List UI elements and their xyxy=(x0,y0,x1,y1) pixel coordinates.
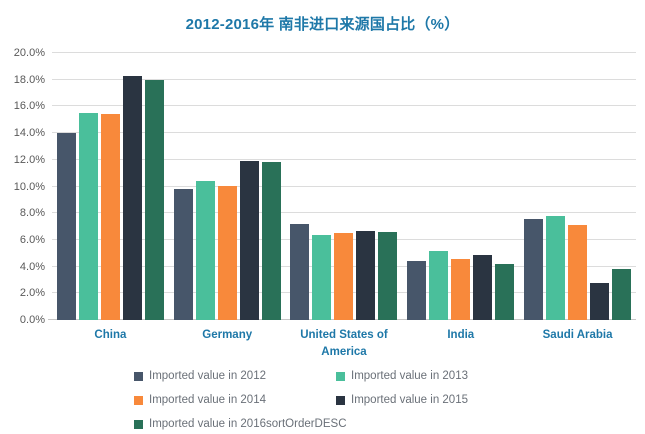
legend-swatch-icon xyxy=(134,371,143,381)
bar[interactable] xyxy=(524,219,544,320)
y-tick-label: 18.0% xyxy=(13,73,45,86)
y-tick-label: 6.0% xyxy=(19,233,45,246)
bar[interactable] xyxy=(546,216,566,320)
legend-item-label: Imported value in 2016sortOrderDESC xyxy=(149,418,347,430)
y-tick-label: 2.0% xyxy=(19,287,45,300)
bar[interactable] xyxy=(407,261,427,320)
legend-item-label: Imported value in 2013 xyxy=(351,370,468,382)
legend: Imported value in 2012 Imported value in … xyxy=(134,369,468,431)
y-tick-label: 4.0% xyxy=(19,260,45,273)
bar[interactable] xyxy=(473,255,493,320)
x-tick-label: India xyxy=(447,329,475,341)
legend-item[interactable]: Imported value in 2014 xyxy=(134,393,336,407)
gridline xyxy=(52,185,636,187)
bar-group xyxy=(169,53,286,320)
bar[interactable] xyxy=(290,224,310,320)
bar[interactable] xyxy=(239,161,259,320)
bar[interactable] xyxy=(451,259,471,320)
bar[interactable] xyxy=(495,264,515,320)
legend-item[interactable]: Imported value in 2015 xyxy=(336,393,468,407)
legend-swatch-icon xyxy=(336,395,345,405)
bar[interactable] xyxy=(144,80,164,320)
legend-item-label: Imported value in 2015 xyxy=(351,394,468,406)
bar-group xyxy=(519,53,636,320)
bar[interactable] xyxy=(56,133,76,320)
legend-swatch-icon xyxy=(134,419,143,429)
bar[interactable] xyxy=(100,114,120,320)
y-tick-label: 20.0% xyxy=(13,47,45,59)
bar[interactable] xyxy=(356,231,376,320)
bar[interactable] xyxy=(195,181,215,320)
bar[interactable] xyxy=(78,113,98,320)
bar[interactable] xyxy=(568,225,588,320)
bar[interactable] xyxy=(122,76,142,320)
chart-title: 2012-2016年 南非进口来源国占比（%） xyxy=(185,16,460,33)
bar[interactable] xyxy=(312,235,332,320)
bar-groups xyxy=(52,53,636,320)
gridline xyxy=(52,52,636,53)
legend-item-label: Imported value in 2012 xyxy=(149,370,266,382)
y-tick-label: 8.0% xyxy=(19,207,45,220)
x-tick-label: Saudi Arabia xyxy=(542,329,613,341)
bar[interactable] xyxy=(590,283,610,320)
legend-item[interactable]: Imported value in 2012 xyxy=(134,369,336,383)
bar[interactable] xyxy=(612,269,632,320)
bar[interactable] xyxy=(378,232,398,320)
gridline xyxy=(52,158,636,160)
y-tick-label: 0.0% xyxy=(19,314,45,326)
legend-item[interactable]: Imported value in 2013 xyxy=(336,369,468,383)
bar-group xyxy=(286,53,403,320)
bar-group xyxy=(402,53,519,320)
y-tick-label: 12.0% xyxy=(13,153,45,166)
gridline xyxy=(52,132,636,134)
gridline xyxy=(52,78,636,80)
bar[interactable] xyxy=(261,162,281,320)
legend-item-label: Imported value in 2014 xyxy=(149,394,266,406)
y-tick-label: 16.0% xyxy=(13,100,45,113)
legend-item[interactable]: Imported value in 2016sortOrderDESC xyxy=(134,417,347,431)
bar[interactable] xyxy=(173,189,193,320)
x-tick-label: Germany xyxy=(202,329,253,341)
x-tick-label: China xyxy=(94,329,127,341)
bar[interactable] xyxy=(217,186,237,320)
y-tick-label: 14.0% xyxy=(13,127,45,140)
bar[interactable] xyxy=(334,233,354,320)
bar[interactable] xyxy=(429,251,449,320)
legend-swatch-icon xyxy=(336,371,345,381)
x-tick-label: United States of America xyxy=(300,329,388,359)
bar-group xyxy=(52,53,169,320)
gridline xyxy=(52,105,636,107)
plot-area xyxy=(48,52,636,320)
y-tick-label: 10.0% xyxy=(13,180,45,193)
gridline xyxy=(52,212,636,214)
legend-swatch-icon xyxy=(134,395,143,405)
y-axis: 0.0% 2.0% 4.0% 6.0% 8.0% 10.0% 12.0% 14.0% 16.0%… xyxy=(0,47,45,326)
x-axis: China Germany United States of America Indi… xyxy=(52,327,636,362)
